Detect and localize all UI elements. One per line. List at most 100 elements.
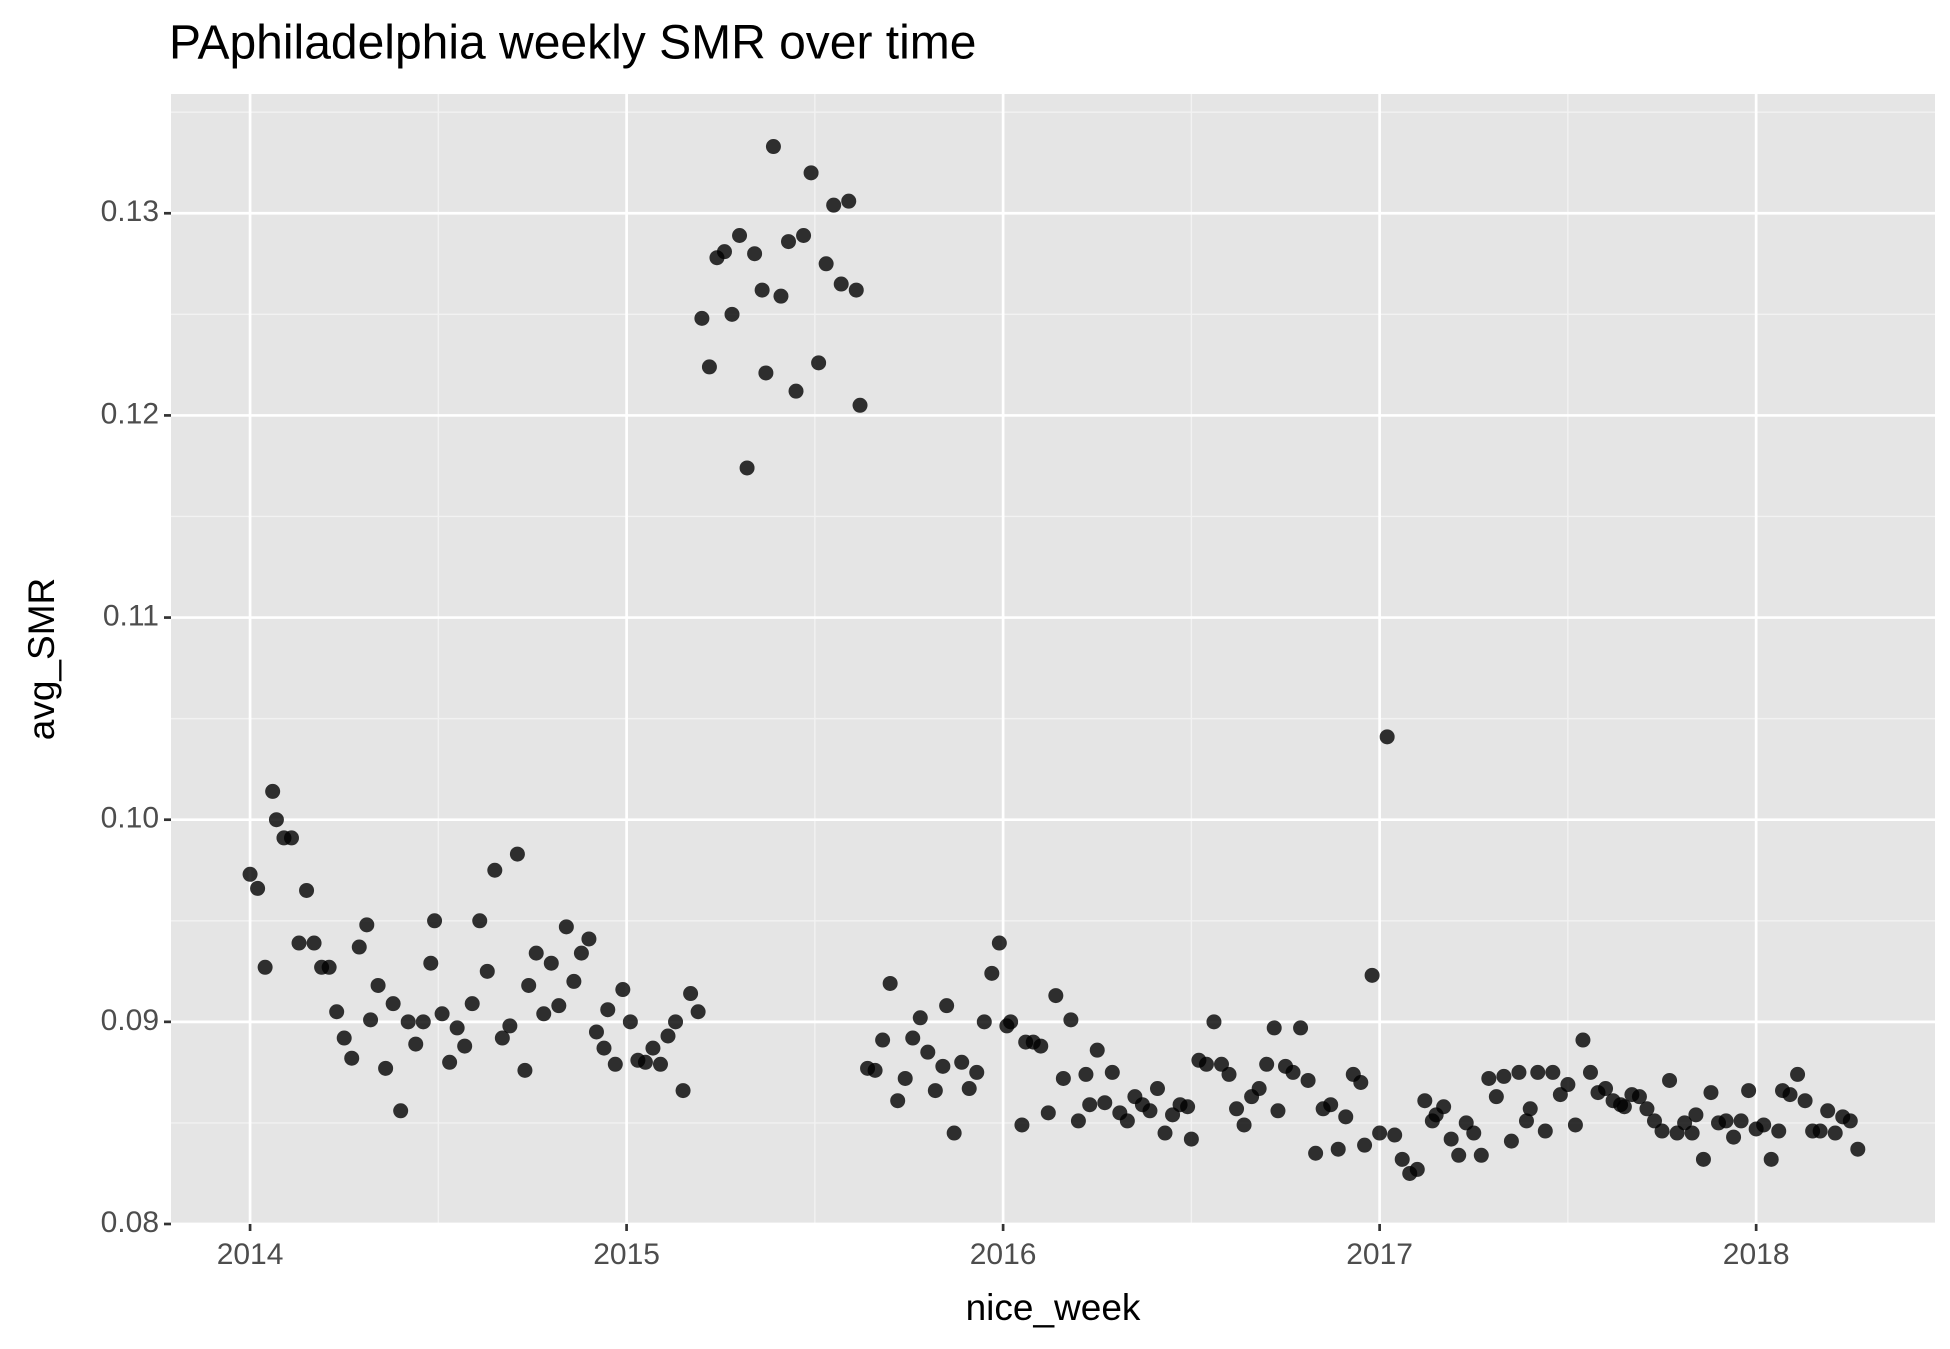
point — [652, 1056, 668, 1072]
point — [1308, 1145, 1324, 1161]
point — [1229, 1101, 1245, 1117]
point — [788, 383, 804, 399]
point — [1119, 1113, 1135, 1129]
x-tick-label: 2015 — [593, 1238, 660, 1271]
point — [615, 982, 631, 998]
point — [487, 862, 503, 878]
point — [1560, 1077, 1576, 1093]
point — [479, 963, 495, 979]
point — [637, 1054, 653, 1070]
point — [1842, 1113, 1858, 1129]
point — [517, 1062, 533, 1078]
point — [622, 1014, 638, 1030]
point — [442, 1054, 458, 1070]
y-tick-label: 0.13 — [101, 195, 159, 228]
point — [509, 846, 525, 862]
point — [1820, 1103, 1836, 1119]
point — [596, 1040, 612, 1056]
point — [890, 1093, 906, 1109]
point — [758, 365, 774, 381]
point — [1695, 1151, 1711, 1167]
y-tick-label: 0.10 — [101, 802, 159, 835]
point — [299, 882, 315, 898]
point — [1718, 1113, 1734, 1129]
y-tick-label: 0.11 — [103, 599, 159, 632]
point — [363, 1012, 379, 1028]
point — [1270, 1103, 1286, 1119]
point — [1364, 967, 1380, 983]
point — [494, 1030, 510, 1046]
point — [1097, 1095, 1113, 1111]
point — [600, 1002, 616, 1018]
point — [1300, 1072, 1316, 1088]
point — [607, 1056, 623, 1072]
point — [897, 1070, 913, 1086]
point — [882, 975, 898, 991]
point — [1206, 1014, 1222, 1030]
point — [1827, 1125, 1843, 1141]
point — [344, 1050, 360, 1066]
point — [754, 282, 770, 298]
point — [935, 1058, 951, 1074]
point — [558, 919, 574, 935]
point — [1850, 1141, 1866, 1157]
point — [1518, 1113, 1534, 1129]
point — [1330, 1141, 1346, 1157]
point — [765, 139, 781, 155]
point — [747, 246, 763, 262]
point — [408, 1036, 424, 1052]
point — [1180, 1099, 1196, 1115]
point — [1654, 1123, 1670, 1139]
point — [1338, 1109, 1354, 1125]
point — [427, 913, 443, 929]
point — [378, 1060, 394, 1076]
chart-title: PAphiladelphia weekly SMR over time — [169, 17, 976, 70]
y-axis-title: avg_SMR — [21, 578, 62, 740]
x-tick-label: 2017 — [1346, 1238, 1413, 1271]
point — [502, 1018, 518, 1034]
point — [739, 460, 755, 476]
point — [1040, 1105, 1056, 1121]
point — [1763, 1151, 1779, 1167]
point — [1409, 1161, 1425, 1177]
point — [1436, 1099, 1452, 1115]
point — [1443, 1131, 1459, 1147]
point — [1259, 1056, 1275, 1072]
point — [543, 955, 559, 971]
point — [250, 880, 266, 896]
point — [732, 228, 748, 244]
point — [848, 282, 864, 298]
point — [1379, 729, 1395, 745]
point — [645, 1040, 661, 1056]
point — [1055, 1070, 1071, 1086]
point — [833, 276, 849, 292]
point — [773, 288, 789, 304]
point — [818, 256, 834, 272]
point — [1726, 1129, 1742, 1145]
point — [1451, 1147, 1467, 1163]
x-tick-label: 2016 — [970, 1238, 1037, 1271]
y-tick-label: 0.08 — [101, 1206, 159, 1239]
point — [867, 1062, 883, 1078]
point — [242, 866, 258, 882]
point — [472, 913, 488, 929]
point — [1082, 1097, 1098, 1113]
point — [1688, 1107, 1704, 1123]
y-tick-label: 0.09 — [101, 1004, 159, 1037]
point — [724, 306, 740, 322]
point — [1530, 1064, 1546, 1080]
point — [291, 935, 307, 951]
point — [920, 1044, 936, 1060]
point — [521, 977, 537, 993]
point — [370, 977, 386, 993]
point — [1417, 1093, 1433, 1109]
point — [1089, 1042, 1105, 1058]
point — [954, 1054, 970, 1070]
point — [1741, 1083, 1757, 1099]
point — [841, 193, 857, 209]
point — [415, 1014, 431, 1030]
point — [875, 1032, 891, 1048]
point — [939, 998, 955, 1014]
point — [1003, 1014, 1019, 1030]
point — [385, 996, 401, 1012]
